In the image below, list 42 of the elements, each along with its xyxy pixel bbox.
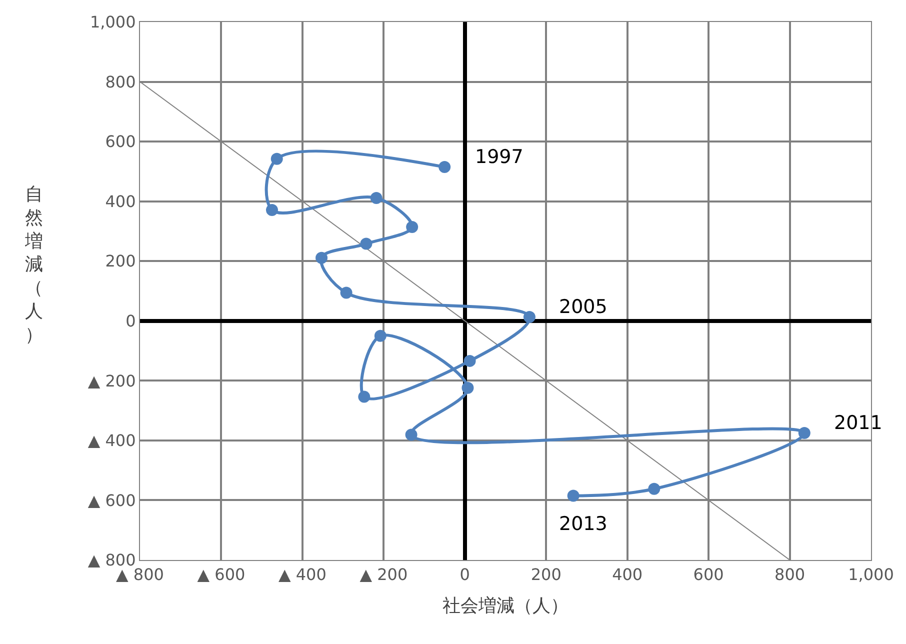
point	[462, 382, 474, 394]
y-tick-label: 1,000	[90, 12, 136, 32]
point	[270, 152, 283, 165]
y-tick-label: 800	[105, 72, 136, 92]
x-tick-label: ▲ 200	[360, 565, 408, 584]
x-tick-label: 200	[530, 565, 562, 584]
x-axis-title: 社会増減（人）	[442, 595, 568, 616]
x-tick-label: 1,000	[848, 565, 894, 584]
point	[358, 390, 370, 403]
point	[406, 221, 418, 234]
y-tick-label: 200	[105, 252, 136, 271]
point	[464, 354, 476, 367]
point	[567, 490, 580, 502]
x-tick-label: ▲ 400	[278, 565, 326, 584]
y-tick-label: ▲ 600	[88, 490, 136, 510]
y-tick-label: ▲ 200	[88, 371, 136, 390]
x-tick-label: ▲ 600	[197, 565, 246, 584]
y-axis-title: 自然増減（人）	[24, 184, 43, 346]
annotation: 2005	[559, 296, 608, 318]
y-tick-label: ▲ 400	[88, 431, 136, 450]
point	[438, 160, 451, 173]
y-tick-label: 400	[105, 192, 136, 211]
x-tick-label: 0	[460, 565, 470, 584]
x-tick-label: 600	[693, 565, 724, 584]
x-tick-label: 400	[612, 565, 643, 584]
point	[316, 252, 328, 264]
annotation: 1997	[475, 146, 524, 168]
point	[798, 426, 810, 439]
point	[266, 204, 278, 216]
annotation: 2011	[834, 412, 882, 434]
y-tick-label: ▲ 800	[88, 550, 136, 570]
point	[340, 286, 352, 299]
point	[374, 330, 386, 342]
point	[648, 482, 660, 495]
annotation: 2013	[559, 513, 608, 535]
point	[523, 311, 536, 323]
y-tick-label: 0	[126, 311, 136, 330]
point	[405, 428, 418, 441]
point	[360, 238, 372, 250]
y-tick-label: 600	[105, 132, 136, 152]
x-tick-label: 800	[774, 565, 806, 584]
point	[370, 192, 382, 204]
